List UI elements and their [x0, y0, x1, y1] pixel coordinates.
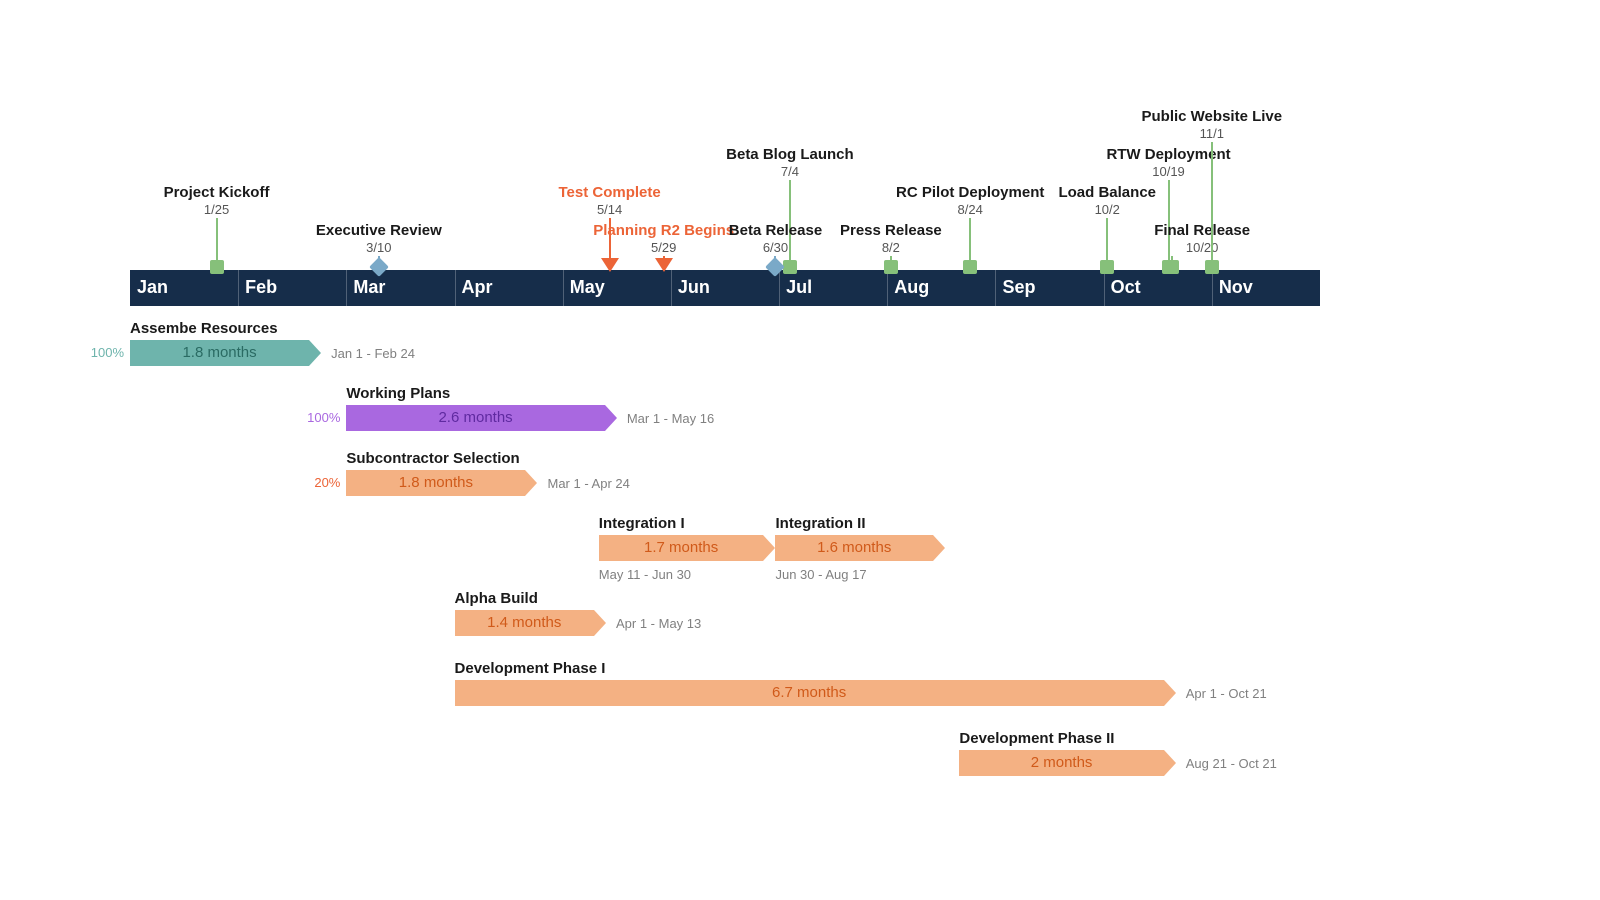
gantt-bar-arrow — [1164, 680, 1176, 706]
bar-title: Working Plans — [346, 385, 450, 402]
bar-duration: 6.7 months — [455, 684, 1164, 701]
month-divider — [779, 270, 780, 306]
bar-title: Development Phase I — [455, 660, 606, 677]
milestone-date: 5/14 — [560, 202, 660, 217]
month-label: Oct — [1111, 277, 1141, 298]
milestone-title: Load Balance — [1007, 184, 1207, 201]
bar-dates: Apr 1 - May 13 — [616, 616, 701, 631]
gantt-chart: Jan Feb Mar Apr May Jun Jul Aug Sep Oct Nov Project… — [0, 0, 1600, 900]
bar-duration: 2 months — [959, 754, 1163, 771]
month-divider — [995, 270, 996, 306]
milestone-marker — [601, 258, 619, 272]
bar-duration: 1.6 months — [775, 539, 932, 556]
bar-title: Assembe Resources — [130, 320, 278, 337]
month-label: Feb — [245, 277, 277, 298]
bar-duration: 2.6 months — [346, 409, 604, 426]
milestone-title: Final Release — [1102, 222, 1302, 239]
bar-duration: 1.8 months — [346, 474, 525, 491]
milestone-marker — [655, 258, 673, 272]
bar-percent: 100% — [307, 410, 340, 425]
bar-title: Integration II — [775, 515, 865, 532]
month-label: Mar — [353, 277, 385, 298]
milestone-title: Project Kickoff — [117, 184, 317, 201]
milestone-title: Test Complete — [510, 184, 710, 201]
bar-duration: 1.7 months — [599, 539, 764, 556]
gantt-bar-arrow — [933, 535, 945, 561]
month-label: May — [570, 277, 605, 298]
milestone-marker — [1165, 260, 1179, 274]
month-divider — [563, 270, 564, 306]
milestone-date: 6/30 — [725, 240, 825, 255]
gantt-bar-arrow — [1164, 750, 1176, 776]
bar-title: Alpha Build — [455, 590, 538, 607]
bar-dates: Mar 1 - Apr 24 — [547, 476, 629, 491]
bar-duration: 1.4 months — [455, 614, 594, 631]
bar-dates: Aug 21 - Oct 21 — [1186, 756, 1277, 771]
bar-dates: May 11 - Jun 30 — [599, 567, 691, 582]
milestone-marker — [210, 260, 224, 274]
bar-dates: Apr 1 - Oct 21 — [1186, 686, 1267, 701]
milestone-marker — [1100, 260, 1114, 274]
month-divider — [1104, 270, 1105, 306]
milestone-date: 10/19 — [1119, 164, 1219, 179]
milestone-date: 5/29 — [614, 240, 714, 255]
milestone-date: 10/20 — [1152, 240, 1252, 255]
bar-percent: 20% — [314, 475, 340, 490]
month-label: Nov — [1219, 277, 1253, 298]
bar-title: Integration I — [599, 515, 685, 532]
month-label: Aug — [894, 277, 929, 298]
milestone-date: 3/10 — [329, 240, 429, 255]
gantt-bar-arrow — [594, 610, 606, 636]
bar-percent: 100% — [91, 345, 124, 360]
bar-duration: 1.8 months — [130, 344, 309, 361]
gantt-bar-arrow — [309, 340, 321, 366]
milestone-date: 10/2 — [1057, 202, 1157, 217]
milestone-connector — [216, 218, 218, 262]
milestone-title: Press Release — [791, 222, 991, 239]
month-divider — [887, 270, 888, 306]
milestone-marker — [963, 260, 977, 274]
month-divider — [455, 270, 456, 306]
month-label: Sep — [1002, 277, 1035, 298]
milestone-title: Public Website Live — [1112, 108, 1312, 125]
milestone-title: RTW Deployment — [1069, 146, 1269, 163]
milestone-marker — [884, 260, 898, 274]
gantt-bar-arrow — [763, 535, 775, 561]
month-divider — [671, 270, 672, 306]
milestone-date: 11/1 — [1162, 126, 1262, 141]
month-divider — [346, 270, 347, 306]
bar-dates: Jan 1 - Feb 24 — [331, 346, 415, 361]
milestone-connector — [1211, 142, 1213, 262]
timeline-strip — [130, 270, 1320, 306]
milestone-marker — [1205, 260, 1219, 274]
month-divider — [1212, 270, 1213, 306]
milestone-date: 8/2 — [841, 240, 941, 255]
bar-title: Development Phase II — [959, 730, 1114, 747]
month-label: Jul — [786, 277, 812, 298]
month-divider — [238, 270, 239, 306]
gantt-bar-arrow — [605, 405, 617, 431]
milestone-connector — [969, 218, 971, 262]
bar-dates: Mar 1 - May 16 — [627, 411, 714, 426]
milestone-title: Beta Blog Launch — [690, 146, 890, 163]
milestone-title: Executive Review — [279, 222, 479, 239]
month-label: Jan — [137, 277, 168, 298]
gantt-bar-arrow — [525, 470, 537, 496]
month-label: Jun — [678, 277, 710, 298]
milestone-marker — [783, 260, 797, 274]
bar-dates: Jun 30 - Aug 17 — [775, 567, 866, 582]
bar-title: Subcontractor Selection — [346, 450, 519, 467]
milestone-date: 8/24 — [920, 202, 1020, 217]
milestone-date: 1/25 — [167, 202, 267, 217]
month-label: Apr — [462, 277, 493, 298]
milestone-date: 7/4 — [740, 164, 840, 179]
